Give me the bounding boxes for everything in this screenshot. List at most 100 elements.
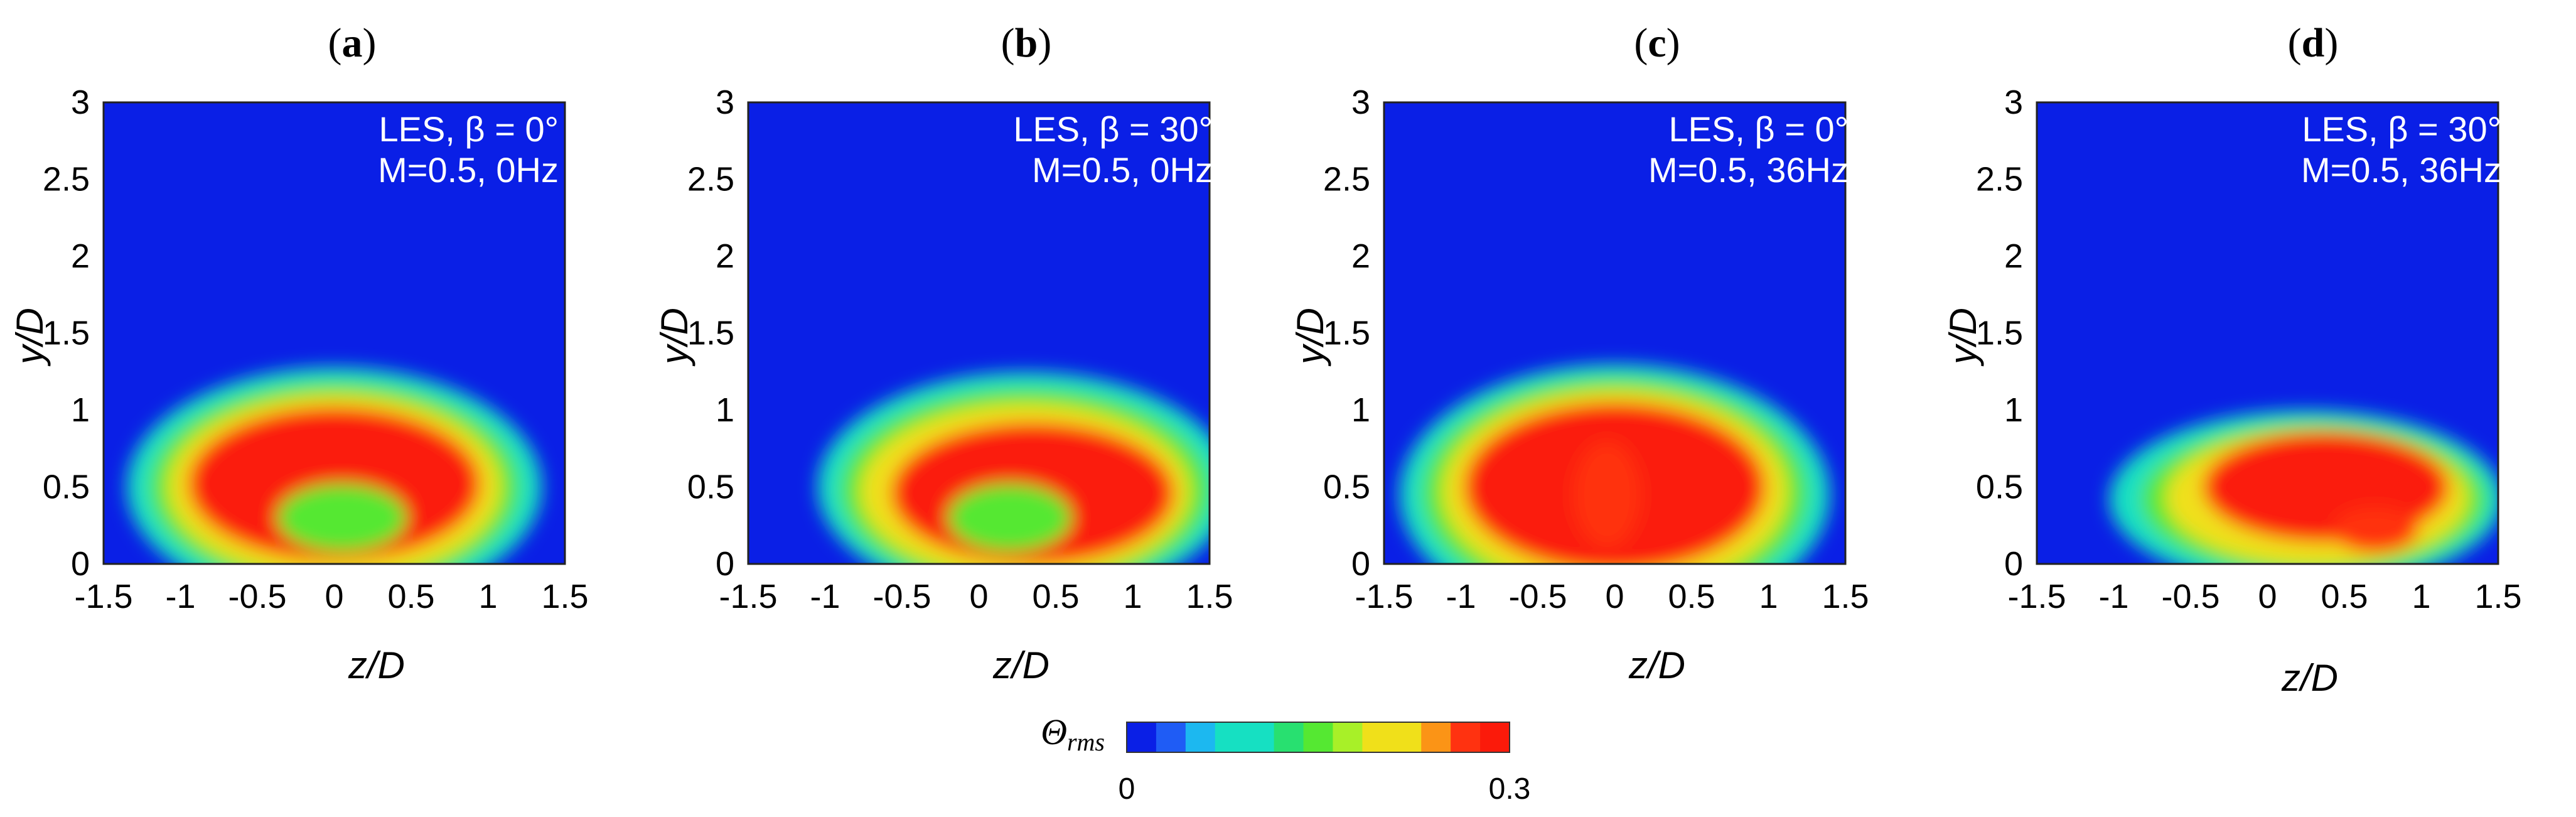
contour-fill-group (2109, 410, 2498, 564)
y-tick-label: 2 (716, 237, 734, 275)
x-tick-label: 0 (969, 578, 988, 615)
plot-frame (747, 101, 1211, 565)
y-tick-label: 1.5 (1976, 315, 2023, 352)
annotation-line1-b: LES, β = 30° (1013, 109, 1213, 149)
x-tick-label: 1.5 (2474, 578, 2521, 615)
y-tick-label: 0 (716, 545, 734, 583)
colorbar-swatch (1451, 722, 1481, 752)
x-tick-label: -1.5 (74, 578, 132, 615)
x-tick-label: 1.5 (1822, 578, 1869, 615)
y-tick-label: 2 (71, 237, 90, 275)
y-tick-label: 3 (716, 84, 734, 121)
x-tick-label: 0 (1605, 578, 1624, 615)
y-tick-label: 2 (1351, 237, 1370, 275)
contour-region (188, 407, 481, 561)
plot-frame (1383, 101, 1847, 565)
y-axis-label-b: y/D (653, 308, 695, 367)
colorbar-swatch (1480, 722, 1510, 752)
x-tick-label: -0.5 (1508, 578, 1567, 615)
contour-fill-group (126, 367, 542, 564)
x-axis-label-a: z/D (348, 644, 405, 686)
x-tick-label: -1 (1446, 578, 1476, 615)
y-tick-label: 2 (2004, 237, 2023, 275)
x-tick-label: 1.5 (1186, 578, 1233, 615)
y-tick-label: 2.5 (43, 161, 90, 198)
x-tick-label: 0.5 (1032, 578, 1079, 615)
panel-label-c: (c) (1634, 20, 1680, 66)
x-tick-label: -1 (165, 578, 195, 615)
x-tick-label: 1 (1759, 578, 1778, 615)
colorbar-label: Θrms (1041, 711, 1105, 756)
panel-b: (b) -1.5 -1 -0.5 0 0.5 1 1.5 0 0.5 1 1.5 2 2.5 3 LES,… (653, 20, 1233, 686)
y-tick-label: 1 (2004, 391, 2023, 429)
contour-region (277, 484, 407, 552)
x-tick-label: 0.5 (1668, 578, 1715, 615)
panel-c: (c) -1.5 -1 -0.5 0 0.5 1 1.5 0 0.5 1 1.5 2 2.5 3 LES,… (1289, 20, 1869, 686)
y-tick-label: 1 (716, 391, 734, 429)
y-tick-label: 1.5 (43, 315, 90, 352)
colorbar-swatch (1362, 722, 1393, 752)
colorbar-swatch (1421, 722, 1452, 752)
y-tick-label: 1.5 (1323, 315, 1370, 352)
x-axis-label-b: z/D (992, 644, 1049, 686)
y-axis-label-d: y/D (1942, 308, 1984, 367)
x-tick-label: -1.5 (2007, 578, 2066, 615)
panel-label-b: (b) (1001, 20, 1052, 66)
colorbar-min-label: 0 (1119, 772, 1135, 806)
colorbar-swatch (1333, 722, 1363, 752)
x-tick-label: -0.5 (872, 578, 931, 615)
x-tick-label: -1 (2098, 578, 2128, 615)
x-tick-label: -1.5 (1355, 578, 1413, 615)
colorbar-swatch (1156, 722, 1186, 752)
y-tick-label: 0.5 (43, 468, 90, 506)
plot-frame (2036, 101, 2499, 565)
y-tick-label: 0.5 (687, 468, 734, 506)
x-tick-label: 0 (2258, 578, 2277, 615)
x-axis-label-c: z/D (1628, 644, 1685, 686)
colorbar-swatch (1244, 722, 1275, 752)
x-axis-label-d: z/D (2281, 657, 2338, 699)
colorbar-swatch (1303, 722, 1334, 752)
colorbar-swatch (1215, 722, 1245, 752)
panel-label-a: (a) (328, 20, 377, 66)
contour-fill-group (1399, 364, 1830, 564)
colorbar-swatch (1185, 722, 1216, 752)
y-axis-label-a: y/D (9, 308, 51, 367)
annotation-line1-c: LES, β = 0° (1668, 109, 1849, 149)
colorbar-swatch (1274, 722, 1304, 752)
y-tick-label: 0 (1351, 545, 1370, 583)
y-tick-label: 1 (1351, 391, 1370, 429)
y-tick-label: 2.5 (687, 161, 734, 198)
x-tick-label: 1 (1123, 578, 1142, 615)
x-tick-label: -1.5 (719, 578, 777, 615)
annotation-line2-b: M=0.5, 0Hz (1032, 150, 1213, 190)
y-tick-label: 3 (1351, 84, 1370, 121)
plot-frame (102, 101, 566, 565)
colorbar: Θrms 0 0.3 (1041, 711, 1530, 806)
x-tick-label: 0 (325, 578, 343, 615)
y-tick-label: 0 (2004, 545, 2023, 583)
colorbar-swatch (1127, 722, 1157, 752)
colorbar-frame (1126, 722, 1510, 753)
y-tick-label: 0 (71, 545, 90, 583)
contour-region (2332, 507, 2418, 553)
y-tick-label: 2.5 (1976, 161, 2023, 198)
heatmap-b: -1.5 -1 -0.5 0 0.5 1 1.5 0 0.5 1 1.5 2 2.5 3 (687, 84, 1233, 615)
colorbar-swatch (1392, 722, 1422, 752)
x-tick-label: 0.5 (2321, 578, 2368, 615)
heatmap-d: -1.5 -1 -0.5 0 0.5 1 1.5 0 0.5 1 1.5 2 2.5 3 (1976, 84, 2522, 615)
colorbar-swatches (1127, 722, 1510, 752)
contour-region (948, 484, 1071, 552)
annotation-line2-c: M=0.5, 36Hz (1648, 150, 1849, 190)
x-tick-label: -0.5 (2161, 578, 2219, 615)
annotation-line2-a: M=0.5, 0Hz (378, 150, 559, 190)
y-tick-label: 0.5 (1976, 468, 2023, 506)
x-tick-label: 1 (2412, 578, 2430, 615)
y-tick-label: 3 (2004, 84, 2023, 121)
y-tick-label: 1.5 (687, 315, 734, 352)
x-tick-label: -1 (810, 578, 840, 615)
heatmap-a: -1.5 -1 -0.5 0 0.5 1 1.5 0 0.5 1 1.5 2 2.5 3 (43, 84, 589, 615)
contour-fill-group (817, 371, 1210, 564)
contour-region (1573, 441, 1641, 549)
y-tick-label: 2.5 (1323, 161, 1370, 198)
